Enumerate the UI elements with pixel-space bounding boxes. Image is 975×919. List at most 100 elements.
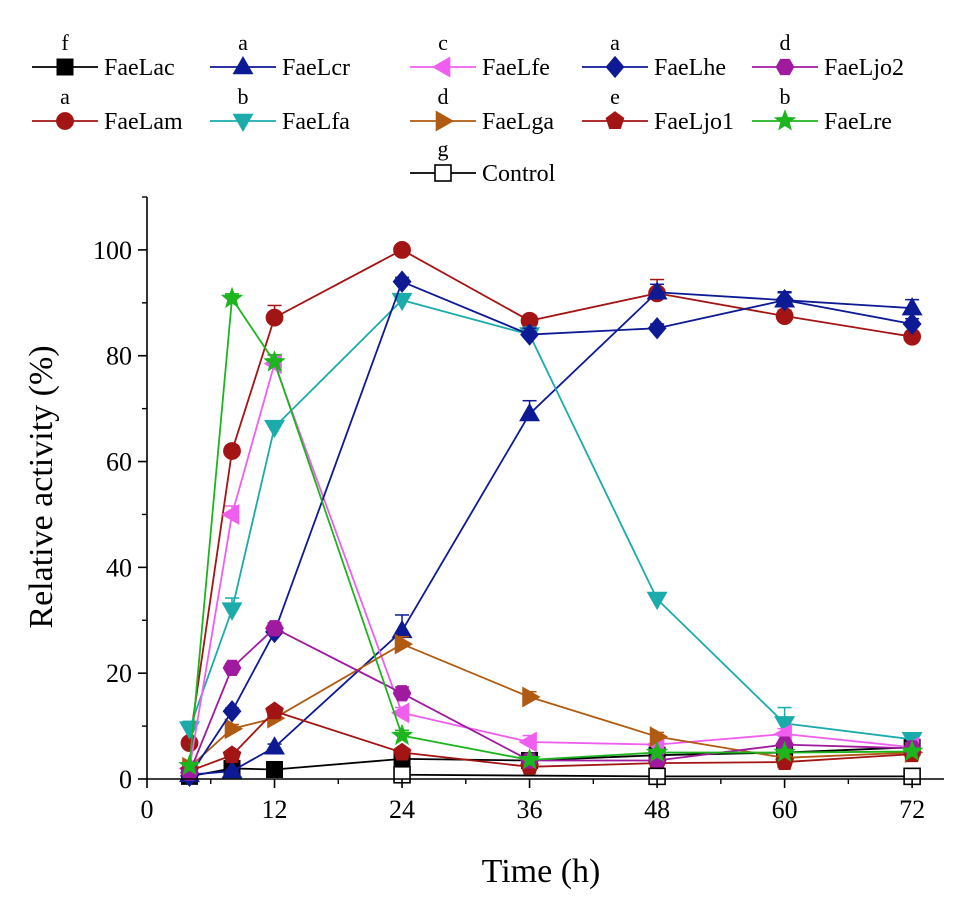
data-point-faelcr xyxy=(264,736,285,755)
legend-marker-faelfe xyxy=(431,56,451,78)
data-point-faelhe xyxy=(222,700,242,723)
data-point-faelcr xyxy=(519,402,541,422)
x-tick-label: 12 xyxy=(262,795,288,824)
y-tick-label: 80 xyxy=(106,342,132,371)
series-layer xyxy=(178,241,924,787)
legend-item-control: Control g xyxy=(410,136,556,187)
data-point-faelcr xyxy=(901,297,923,316)
legend-label-faelre: FaeLre xyxy=(824,109,892,135)
legend-marker-faelam xyxy=(56,112,74,130)
legend-label-faeljo2: FaeLjo2 xyxy=(824,55,904,81)
data-point-faelga xyxy=(224,718,244,740)
data-point-faeljo1 xyxy=(392,742,412,761)
legend-marker-faelga xyxy=(435,110,455,132)
legend-label-faelga: FaeLga xyxy=(482,109,554,135)
legend-item-faelac: FaeLac f xyxy=(32,30,175,81)
series-faelga xyxy=(182,633,924,778)
series-faelfa xyxy=(179,292,923,751)
data-point-faelfe xyxy=(221,503,240,525)
legend-label-faeljo1: FaeLjo1 xyxy=(654,109,734,135)
series-line-faeljo2 xyxy=(188,627,913,773)
significance-letter-faelga: d xyxy=(438,84,449,109)
y-tick-label: 0 xyxy=(119,765,132,794)
data-point-faelre xyxy=(518,748,541,770)
series-faelre xyxy=(178,286,924,776)
data-point-faelac xyxy=(266,760,284,778)
data-point-faeljo2 xyxy=(392,685,412,702)
data-point-faelre xyxy=(263,350,286,372)
series-line-faeljo1 xyxy=(189,710,913,772)
legend-label-faelam: FaeLam xyxy=(104,109,183,135)
data-point-faelam xyxy=(223,442,241,460)
data-point-faelfa xyxy=(646,591,668,611)
legend-item-faelcr: FaeLcr a xyxy=(210,30,350,81)
series-line-faelcr xyxy=(189,291,913,776)
series-faelam xyxy=(180,241,922,752)
data-point-faeljo2 xyxy=(265,620,284,637)
significance-letter-faelre: b xyxy=(780,84,791,109)
legend-label-faelfe: FaeLfe xyxy=(482,55,550,81)
legend-item-faelre: FaeLre b xyxy=(752,84,892,135)
legend-marker-faelac xyxy=(56,58,74,76)
data-point-faelfe xyxy=(518,731,537,753)
data-point-faelre xyxy=(645,740,669,763)
data-point-faelre xyxy=(900,739,924,762)
significance-letter-faelhe: a xyxy=(610,30,620,55)
series-faelcr xyxy=(179,281,923,783)
data-point-faelre xyxy=(178,753,201,776)
series-line-faelga xyxy=(188,643,913,769)
data-point-faelfa xyxy=(391,292,413,312)
plot-area: 0 12 24 36 48 60 72 0 20 40 60 80 100 xyxy=(93,196,944,824)
series-faelfe xyxy=(178,353,920,779)
axes-layer: 0 12 24 36 48 60 72 0 20 40 60 80 100 xyxy=(93,196,944,824)
legend-label-faelcr: FaeLcr xyxy=(282,55,350,81)
legend-item-faeljo1: FaeLjo1 e xyxy=(582,84,734,135)
significance-letter-faelfe: c xyxy=(438,30,448,55)
data-point-faelhe xyxy=(520,323,540,346)
series-line-faelam xyxy=(188,248,913,744)
data-point-faelre xyxy=(220,286,244,309)
legend-item-faelhe: FaeLhe a xyxy=(582,30,726,81)
data-point-faeljo1 xyxy=(222,745,242,764)
legend-item-faelga: FaeLga d xyxy=(410,84,554,135)
significance-letter-faelam: a xyxy=(60,84,70,109)
legend-label-control: Control xyxy=(482,161,556,187)
data-point-faelhe xyxy=(392,270,412,293)
y-tick-label: 20 xyxy=(106,659,132,688)
legend-item-faeljo2: FaeLjo2 d xyxy=(752,30,904,81)
y-tick-label: 60 xyxy=(106,448,132,477)
legend-label-faelhe: FaeLhe xyxy=(654,55,726,81)
legend-marker-faelre xyxy=(773,109,797,131)
data-point-faelre xyxy=(390,723,414,746)
data-point-faelam xyxy=(265,308,284,327)
data-point-faelhe xyxy=(647,317,667,340)
legend-item-faelam: FaeLam a xyxy=(32,84,183,135)
data-point-faelga xyxy=(649,726,669,748)
legend-marker-control xyxy=(434,164,452,182)
series-line-faelfa xyxy=(188,299,913,741)
significance-letter-faelfa: b xyxy=(238,84,249,109)
significance-letter-faeljo1: e xyxy=(610,84,620,109)
x-tick-label: 60 xyxy=(772,795,798,824)
data-point-faelhe xyxy=(775,288,795,312)
legend-marker-faelfa xyxy=(232,113,254,133)
series-faeljo1 xyxy=(180,701,922,780)
series-line-faelhe xyxy=(188,280,913,777)
data-point-faeljo2 xyxy=(222,659,242,677)
legend-marker-faelhe xyxy=(605,55,625,79)
x-tick-label: 48 xyxy=(644,795,670,824)
data-point-faelam xyxy=(393,241,411,259)
data-point-faelfa xyxy=(221,602,243,621)
data-point-faelre xyxy=(773,740,796,763)
significance-letter-faelcr: a xyxy=(238,30,248,55)
data-point-faelcr xyxy=(221,760,243,779)
legend-marker-faeljo2 xyxy=(775,58,795,76)
legend-marker-faelcr xyxy=(232,55,254,75)
legend-label-faelac: FaeLac xyxy=(104,55,175,81)
significance-letter-faeljo2: d xyxy=(780,30,791,55)
x-axis-title: Time (h) xyxy=(482,853,601,890)
data-point-faelga xyxy=(394,633,414,655)
legend: FaeLacfFaeLcraFaeLfecFaeLheaFaeLjo2dFaeL… xyxy=(32,30,904,187)
data-point-faelfa xyxy=(264,419,285,439)
